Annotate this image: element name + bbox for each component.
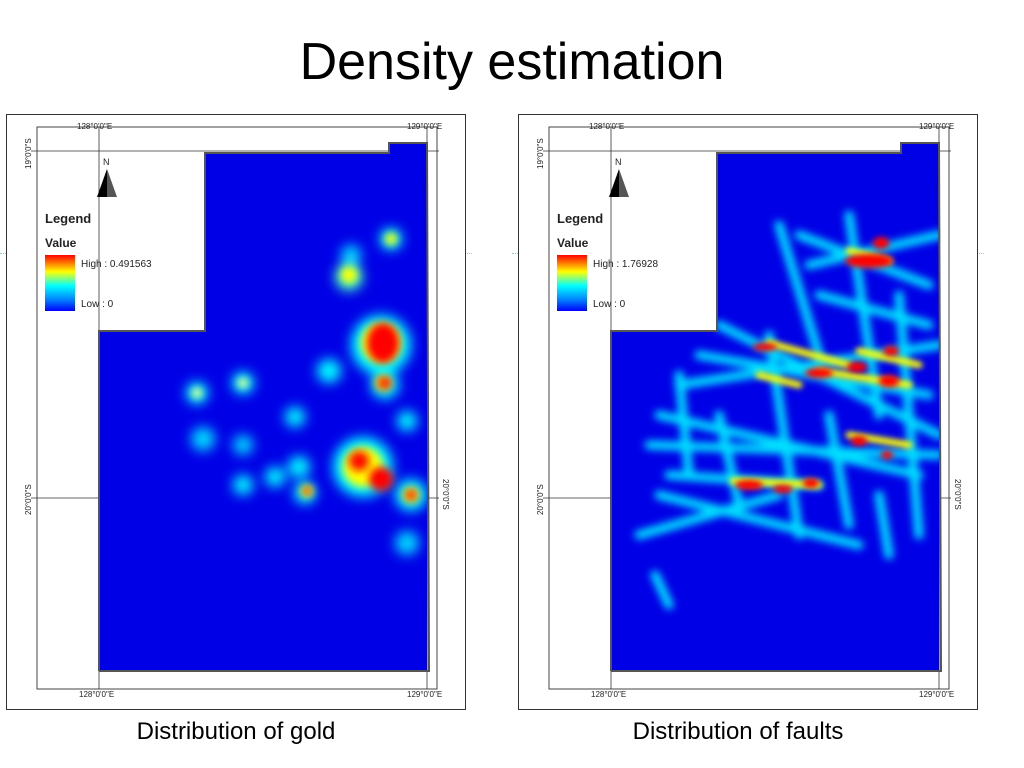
- legend-low: Low : 0: [81, 299, 114, 310]
- lat-top: 19°0'0"S: [24, 138, 33, 169]
- lon-top-left: 128°0'0"E: [77, 122, 112, 131]
- map-neatline: [548, 126, 950, 690]
- legend-title: Legend: [45, 211, 91, 226]
- lat-mid-left: 20°0'0"S: [536, 484, 545, 515]
- gold-map-svg: N Legend Value High : 0.491563 Low : 0 1…: [24, 122, 450, 699]
- north-arrow-icon: [97, 169, 117, 197]
- map-neatline: [36, 126, 438, 690]
- caption-gold: Distribution of gold: [136, 718, 336, 745]
- slide-title: Density estimation: [299, 33, 725, 91]
- lat-top: 19°0'0"S: [536, 138, 545, 169]
- legend-low: Low : 0: [593, 299, 626, 310]
- lon-bottom-left: 128°0'0"E: [79, 690, 114, 699]
- study-area-boundary: [610, 142, 943, 672]
- legend-value-label: Value: [557, 236, 589, 250]
- lon-bottom-right: 129°0'0"E: [919, 690, 954, 699]
- lon-bottom-right: 129°0'0"E: [407, 690, 442, 699]
- faults-density-map: N Legend Value High : 1.76928 Low : 0 12…: [518, 114, 978, 710]
- lon-top-left: 128°0'0"E: [589, 122, 624, 131]
- legend-value-label: Value: [45, 236, 77, 250]
- legend: Legend Value High : 0.491563 Low : 0: [45, 211, 152, 311]
- lon-bottom-left: 128°0'0"E: [591, 690, 626, 699]
- lat-mid-left: 20°0'0"S: [24, 484, 33, 515]
- north-arrow-icon: [609, 169, 629, 197]
- lon-top-right: 129°0'0"E: [919, 122, 954, 131]
- lon-top-right: 129°0'0"E: [407, 122, 442, 131]
- legend-title: Legend: [557, 211, 603, 226]
- legend: Legend Value High : 1.76928 Low : 0: [557, 211, 658, 311]
- north-label: N: [615, 157, 622, 167]
- legend-high: High : 0.491563: [81, 259, 152, 270]
- gold-density-raster: [99, 143, 427, 671]
- study-area-boundary: [98, 142, 431, 672]
- legend-color-ramp: [45, 255, 75, 311]
- legend-high: High : 1.76928: [593, 259, 658, 270]
- gold-density-map: N Legend Value High : 0.491563 Low : 0 1…: [6, 114, 466, 710]
- lat-mid-right: 20°0'0"S: [953, 479, 962, 510]
- legend-color-ramp: [557, 255, 587, 311]
- faults-density-raster: [611, 143, 939, 671]
- faults-map-svg: N Legend Value High : 1.76928 Low : 0 12…: [536, 122, 962, 699]
- lat-mid-right: 20°0'0"S: [441, 479, 450, 510]
- north-label: N: [103, 157, 110, 167]
- caption-faults: Distribution of faults: [632, 718, 844, 745]
